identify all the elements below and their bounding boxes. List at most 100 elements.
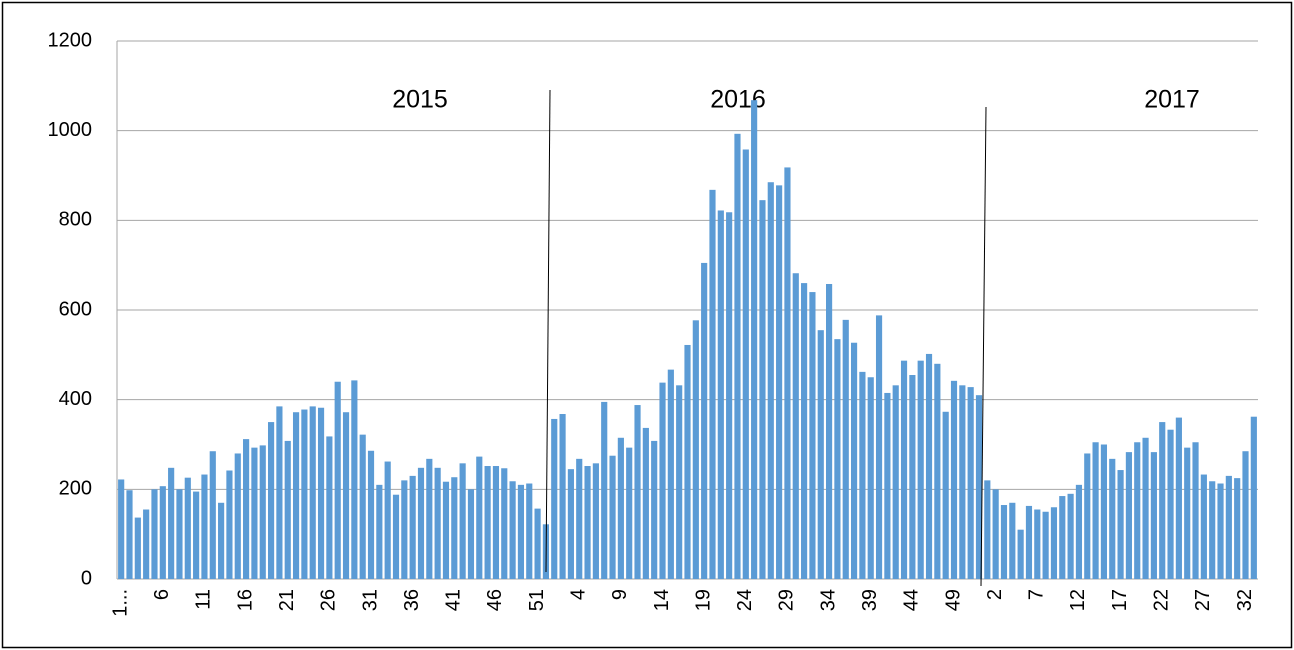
bar: [1009, 502, 1016, 579]
bar: [492, 466, 500, 579]
bar: [384, 461, 391, 579]
bar: [451, 477, 458, 579]
x-tick-label: 51: [526, 589, 548, 611]
bar: [726, 212, 733, 579]
bar: [118, 479, 125, 579]
bar: [1209, 481, 1216, 579]
bar: [684, 344, 691, 579]
bar: [434, 467, 441, 579]
bar: [784, 167, 791, 579]
bar: [950, 380, 958, 579]
bar: [626, 447, 633, 579]
x-tick-label: 36: [401, 589, 423, 611]
bar: [609, 455, 616, 579]
bar: [484, 466, 491, 579]
x-tick-label: 41: [443, 589, 465, 611]
bar: [1234, 478, 1241, 579]
bar: [1075, 484, 1083, 579]
x-tick-label: 21: [276, 589, 298, 611]
bar: [884, 392, 891, 579]
bar: [376, 484, 383, 579]
bar: [1125, 452, 1132, 579]
bar: [1117, 470, 1124, 579]
bar: [151, 489, 158, 579]
bar: [526, 483, 533, 579]
bar: [1159, 422, 1166, 579]
bar: [1092, 442, 1099, 579]
bar: [309, 406, 316, 579]
bar: [925, 353, 933, 579]
bar: [1134, 442, 1141, 579]
bar: [1250, 416, 1257, 579]
bar: [1017, 529, 1024, 579]
bar: [1000, 505, 1008, 579]
bar: [1034, 509, 1041, 579]
bar: [1084, 453, 1091, 579]
bar: [1059, 496, 1066, 579]
bar: [551, 418, 558, 579]
bar: [651, 440, 658, 579]
bar: [143, 509, 150, 579]
bar: [767, 182, 774, 579]
bar: [734, 133, 741, 579]
bar: [476, 456, 483, 579]
bar: [576, 458, 583, 579]
bar: [934, 363, 941, 579]
bar: [850, 342, 858, 579]
bar: [759, 200, 766, 580]
x-tick-label: 27: [1192, 589, 1214, 611]
bar: [218, 502, 225, 579]
bar: [1242, 451, 1249, 579]
bar: [959, 385, 966, 579]
bar: [967, 387, 974, 579]
divider: [980, 106, 987, 587]
x-tick-label: 12: [1067, 589, 1089, 611]
bar: [1225, 475, 1232, 579]
bar: [334, 381, 341, 579]
bar: [259, 445, 266, 579]
x-tick-label: 32: [1234, 589, 1256, 611]
bar: [284, 440, 291, 579]
bar: [984, 480, 991, 579]
bar: [1042, 511, 1049, 579]
bar: [267, 422, 275, 579]
bar: [1184, 447, 1191, 579]
bar: [717, 210, 724, 579]
y-tick-label: 400: [59, 388, 92, 410]
bar: [351, 380, 358, 579]
y-tick-label: 200: [59, 478, 92, 500]
bar: [559, 414, 566, 579]
bar: [875, 315, 883, 579]
y-tick-label: 1200: [48, 29, 93, 51]
bar: [567, 469, 574, 579]
bar: [292, 412, 300, 579]
x-tick-label: 34: [817, 589, 839, 611]
bar: [1067, 493, 1074, 579]
bar: [176, 489, 183, 579]
bar: [992, 489, 999, 579]
bar: [442, 481, 450, 579]
bar: [801, 283, 808, 579]
bar: [426, 458, 433, 579]
x-tick-label: 49: [942, 589, 964, 611]
bar: [701, 262, 708, 579]
bar: [234, 453, 241, 579]
bar: [1150, 452, 1157, 579]
year-label: 2017: [1144, 86, 1200, 114]
divider: [545, 89, 551, 573]
bar: [1175, 417, 1182, 579]
bar: [1217, 483, 1224, 579]
y-tick-label: 1000: [48, 119, 93, 141]
bar: [301, 409, 308, 579]
x-tick-label: 44: [901, 589, 923, 611]
bar: [975, 395, 983, 579]
bar: [601, 401, 608, 579]
bar: [367, 450, 375, 579]
bar: [792, 273, 799, 579]
x-tick-label: 14: [651, 589, 673, 611]
bar: [243, 439, 250, 579]
bar: [517, 484, 525, 579]
bar: [859, 371, 866, 579]
x-tick-label: 4: [568, 589, 590, 600]
